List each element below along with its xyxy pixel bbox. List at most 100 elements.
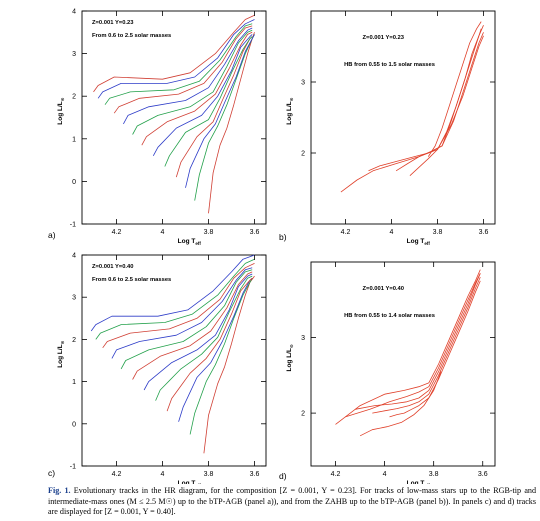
panel-label: c) bbox=[48, 468, 55, 478]
panel-label: b) bbox=[279, 232, 287, 242]
panel-frame bbox=[81, 10, 267, 225]
evolutionary-track bbox=[185, 34, 255, 188]
x-tick-label: 4 bbox=[383, 471, 387, 478]
evolutionary-track bbox=[152, 34, 253, 156]
x-tick-label: 3.6 bbox=[250, 229, 260, 236]
y-tick-label: 4 bbox=[72, 9, 76, 16]
evolutionary-track bbox=[189, 278, 253, 435]
evolutionary-track bbox=[178, 277, 253, 422]
y-axis-label: Log L/L⊙ bbox=[286, 97, 294, 124]
x-axis-label: Log Teff bbox=[407, 238, 431, 246]
evolutionary-track bbox=[93, 14, 255, 93]
y-axis-label-subscript: ⊙ bbox=[60, 97, 65, 101]
annotation-mass-range: HB from 0.55 to 1.4 solar masses bbox=[344, 313, 435, 319]
y-tick-label: 2 bbox=[72, 94, 76, 101]
y-axis-label: Log L/L⊙ bbox=[286, 344, 294, 371]
x-axis-label: Log Teff bbox=[178, 480, 202, 484]
evolutionary-track bbox=[111, 267, 253, 359]
y-tick-label: 3 bbox=[72, 51, 76, 58]
track-group bbox=[340, 21, 484, 193]
y-axis-label-subscript: ⊙ bbox=[289, 344, 294, 348]
y-axis-label-subscript: ⊙ bbox=[289, 97, 294, 101]
x-axis-label: Log Teff bbox=[407, 480, 431, 484]
panel-label: a) bbox=[48, 230, 56, 240]
evolutionary-track bbox=[143, 273, 253, 391]
annotation-mass-range: From 0.6 to 2.5 solar masses bbox=[92, 277, 171, 283]
y-tick-label: 3 bbox=[301, 80, 305, 87]
x-axis-label-subscript: eff bbox=[195, 483, 201, 484]
x-tick-label: 4.2 bbox=[331, 471, 341, 478]
evolutionary-track bbox=[340, 35, 484, 193]
y-axis-label: Log L/L⊙ bbox=[57, 97, 65, 124]
evolutionary-track bbox=[90, 254, 255, 332]
x-tick-label: 3.8 bbox=[204, 229, 214, 236]
panel-b: 4.2 4 3.8 3.6 2 3 Log Teff Log L/L⊙ Z=0.001 Y=0.… bbox=[279, 10, 496, 246]
evolutionary-track bbox=[104, 23, 253, 105]
annotation-composition: Z=0.001 Y=0.23 bbox=[363, 35, 405, 41]
x-tick-label: 3.8 bbox=[433, 229, 443, 236]
x-tick-label: 4 bbox=[161, 471, 165, 478]
x-axis-label-subscript: eff bbox=[424, 241, 430, 246]
evolutionary-track bbox=[359, 371, 442, 437]
x-tick-label: 3.8 bbox=[204, 471, 214, 478]
panel-d: 4.2 4 3.8 3.6 2 3 Log Teff Log L/L⊙ Z=0.001 Y=0.… bbox=[279, 261, 496, 484]
annotation-composition: Z=0.001 Y=0.40 bbox=[92, 264, 133, 270]
evolutionary-track bbox=[102, 263, 255, 349]
figure-caption-label: Fig. 1. bbox=[48, 486, 71, 495]
x-tick-label: 3.8 bbox=[429, 471, 439, 478]
evolutionary-track bbox=[355, 273, 481, 410]
x-tick-label: 3.6 bbox=[250, 471, 260, 478]
evolutionary-track bbox=[194, 34, 255, 201]
y-tick-label: 2 bbox=[72, 337, 76, 344]
evolutionary-track bbox=[345, 273, 481, 418]
y-tick-label: 2 bbox=[301, 411, 305, 418]
evolutionary-track bbox=[113, 25, 253, 114]
track-group bbox=[93, 14, 255, 214]
panel-frame bbox=[310, 261, 496, 467]
evolutionary-track bbox=[203, 275, 255, 454]
y-axis-label: Log L/L⊙ bbox=[57, 340, 65, 367]
y-tick-label: 1 bbox=[72, 379, 76, 386]
panel-frame bbox=[310, 10, 496, 225]
annotation-mass-range: From 0.6 to 2.5 solar masses bbox=[92, 33, 171, 39]
y-tick-label: 1 bbox=[72, 136, 76, 143]
x-tick-label: 4.2 bbox=[341, 229, 351, 236]
figure-caption: Fig. 1. Evolutionary tracks in the HR di… bbox=[48, 486, 536, 518]
y-tick-label: 3 bbox=[301, 335, 305, 342]
evolutionary-track bbox=[164, 36, 253, 167]
evolutionary-track bbox=[132, 271, 253, 380]
y-tick-label: 3 bbox=[72, 295, 76, 302]
y-tick-label: 2 bbox=[301, 151, 305, 158]
x-tick-label: 4 bbox=[161, 229, 165, 236]
annotation-composition: Z=0.001 Y=0.23 bbox=[92, 20, 134, 26]
evolutionary-track bbox=[123, 27, 253, 125]
evolutionary-track bbox=[97, 19, 255, 99]
x-axis-label-subscript: eff bbox=[424, 483, 430, 484]
panel-a: 4.2 4 3.8 3.6 -1 0 1 2 3 4 Log Teff Log L/L⊙ Z=0.001… bbox=[48, 9, 267, 246]
panel-frame bbox=[81, 254, 267, 467]
evolutionary-track bbox=[427, 21, 482, 157]
figure-caption-text: Evolutionary tracks in the HR diagram, f… bbox=[48, 486, 537, 517]
evolutionary-track bbox=[155, 275, 253, 401]
x-tick-label: 3.6 bbox=[479, 229, 489, 236]
x-tick-label: 4.2 bbox=[112, 471, 122, 478]
evolutionary-track bbox=[409, 25, 484, 176]
evolutionary-track bbox=[372, 276, 481, 414]
x-tick-label: 4.2 bbox=[112, 229, 122, 236]
annotation-mass-range: HB from 0.55 to 1.5 solar masses bbox=[344, 62, 435, 68]
y-tick-label: 0 bbox=[72, 421, 76, 428]
evolutionary-track bbox=[141, 31, 253, 146]
y-tick-label: -1 bbox=[70, 222, 76, 229]
evolutionary-track bbox=[95, 258, 255, 340]
evolutionary-track bbox=[120, 269, 253, 370]
figure-panels: 4.2 4 3.8 3.6 -1 0 1 2 3 4 Log Teff Log L/L⊙ Z=0.001… bbox=[48, 9, 496, 484]
track-group bbox=[335, 269, 481, 437]
y-tick-label: 0 bbox=[72, 179, 76, 186]
x-axis-label-subscript: eff bbox=[195, 241, 201, 246]
y-axis-label-subscript: ⊙ bbox=[60, 340, 65, 344]
x-axis-label: Log Teff bbox=[178, 238, 202, 246]
panel-label: d) bbox=[279, 471, 287, 481]
panel-c: 4.2 4 3.8 3.6 -1 0 1 2 3 4 Log Teff Log L/L⊙ Z=0.001… bbox=[48, 253, 267, 484]
evolutionary-track bbox=[335, 269, 481, 425]
evolutionary-track bbox=[208, 32, 255, 214]
